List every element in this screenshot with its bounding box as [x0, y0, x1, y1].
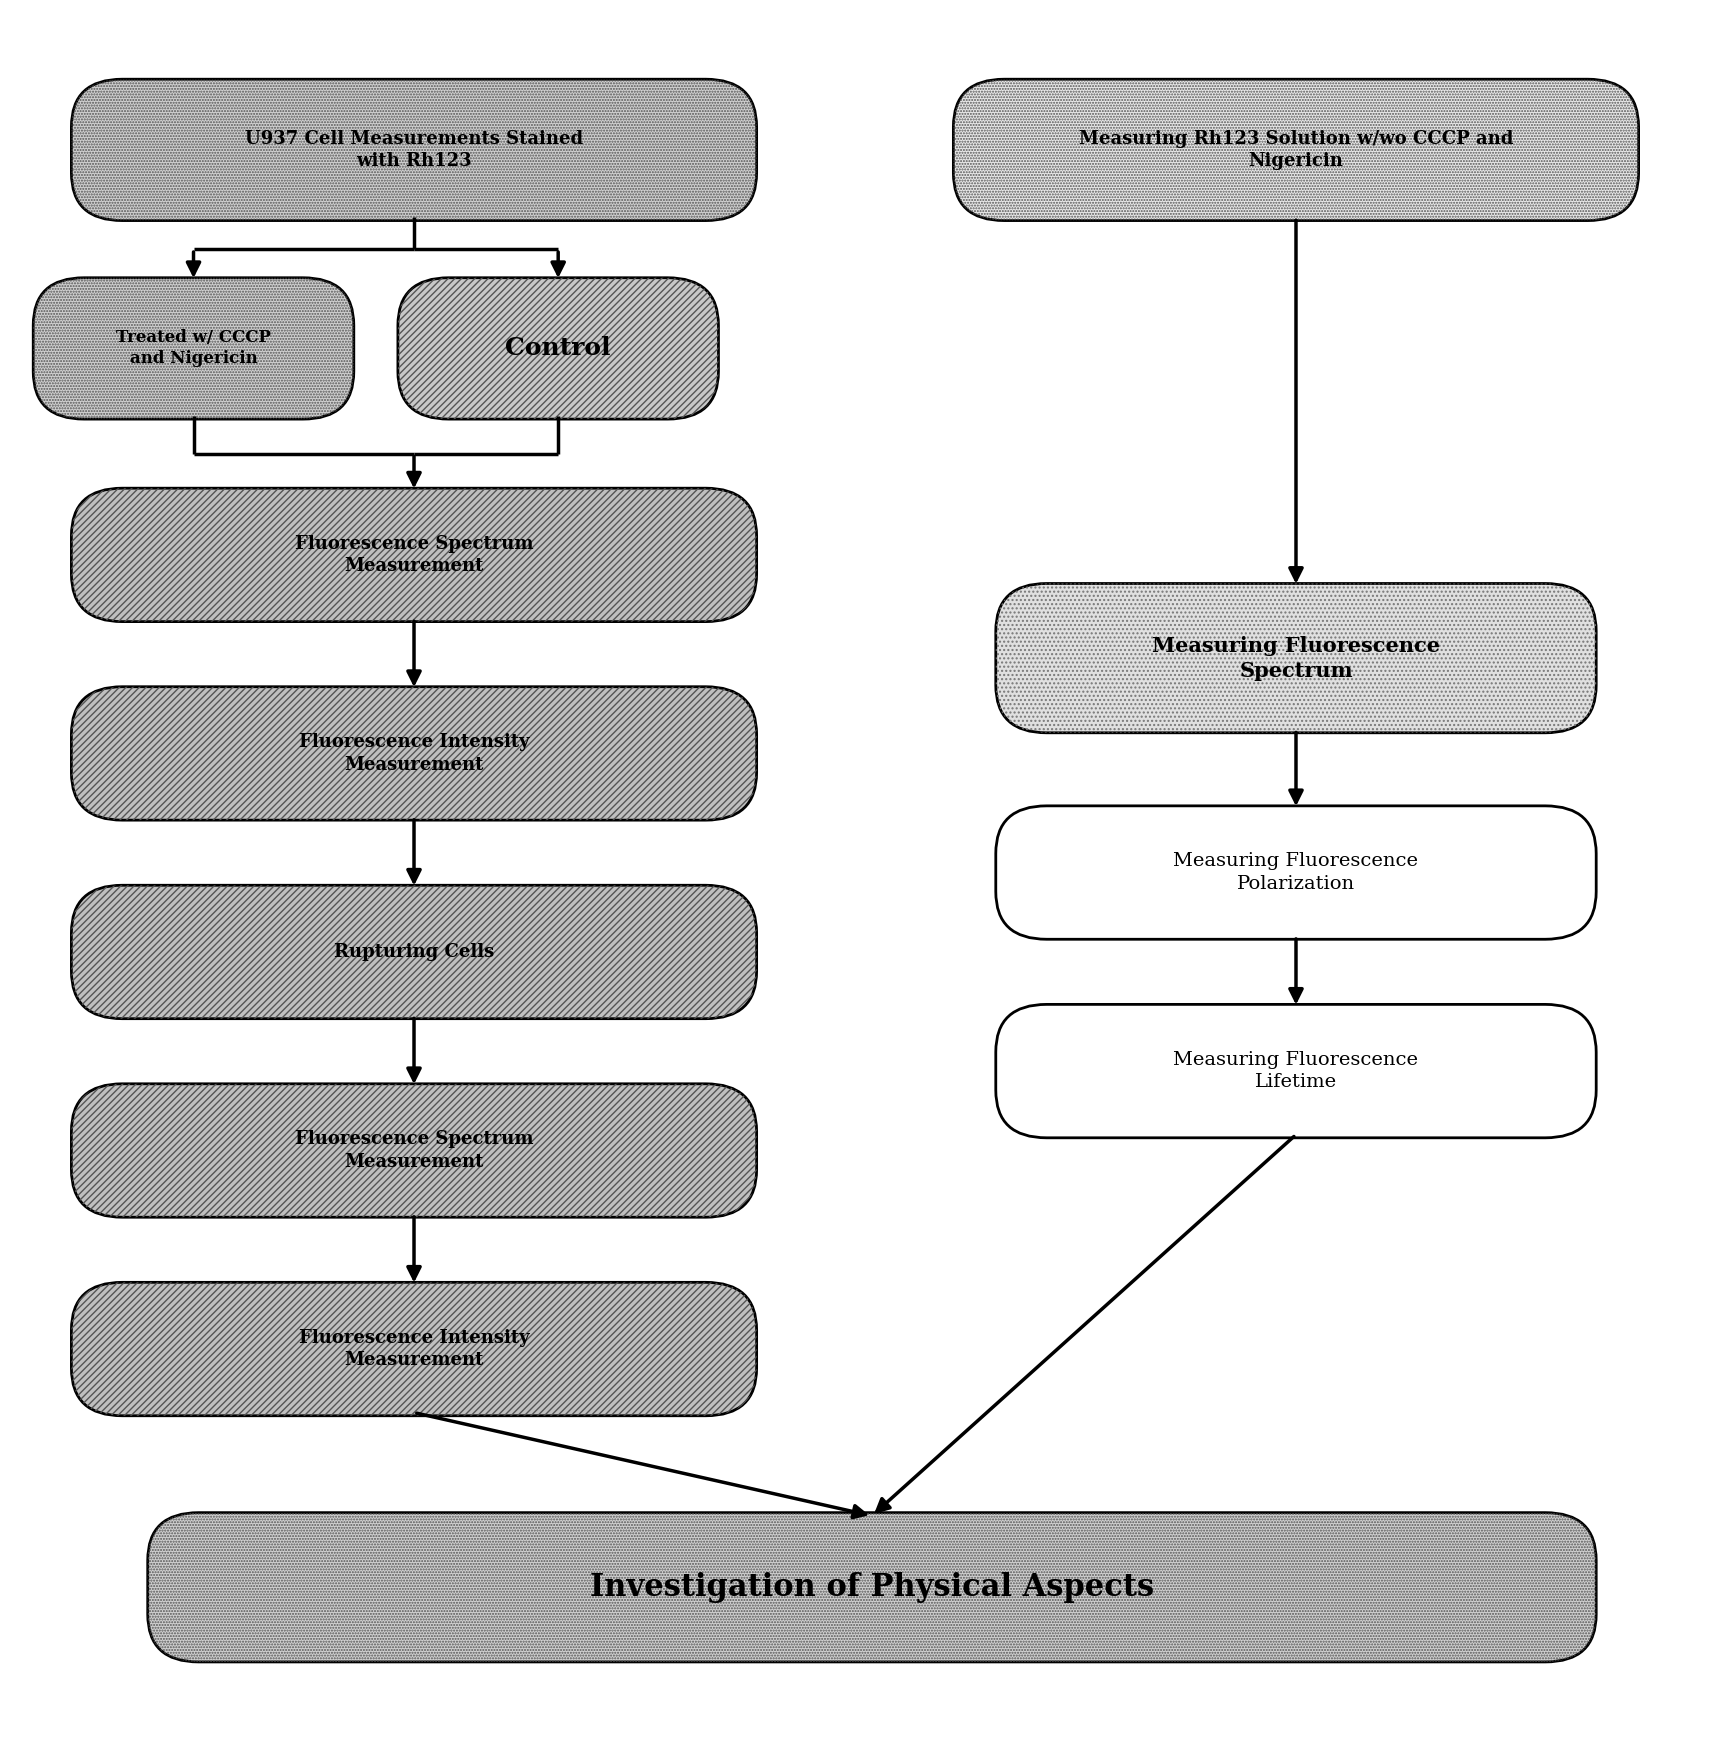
FancyBboxPatch shape: [72, 1282, 756, 1416]
FancyBboxPatch shape: [147, 1513, 1595, 1662]
FancyBboxPatch shape: [72, 687, 756, 821]
FancyBboxPatch shape: [954, 79, 1638, 220]
Text: Fluorescence Spectrum
Measurement: Fluorescence Spectrum Measurement: [294, 535, 534, 576]
Text: Fluorescence Spectrum
Measurement: Fluorescence Spectrum Measurement: [294, 1131, 534, 1171]
FancyBboxPatch shape: [72, 886, 756, 1018]
FancyBboxPatch shape: [398, 278, 718, 419]
Text: Investigation of Physical Aspects: Investigation of Physical Aspects: [590, 1573, 1154, 1603]
Text: Fluorescence Intensity
Measurement: Fluorescence Intensity Measurement: [299, 733, 530, 773]
Text: Treated w/ CCCP
and Nigericin: Treated w/ CCCP and Nigericin: [116, 329, 270, 368]
FancyBboxPatch shape: [995, 583, 1595, 733]
Text: Rupturing Cells: Rupturing Cells: [333, 942, 494, 962]
Text: Fluorescence Intensity
Measurement: Fluorescence Intensity Measurement: [299, 1330, 530, 1368]
Text: Measuring Fluorescence
Lifetime: Measuring Fluorescence Lifetime: [1173, 1051, 1419, 1092]
FancyBboxPatch shape: [72, 488, 756, 622]
FancyBboxPatch shape: [995, 807, 1595, 939]
FancyBboxPatch shape: [72, 79, 756, 220]
FancyBboxPatch shape: [995, 1004, 1595, 1138]
Text: Control: Control: [506, 336, 610, 361]
Text: Measuring Rh123 Solution w/wo CCCP and
Nigericin: Measuring Rh123 Solution w/wo CCCP and N…: [1079, 130, 1513, 171]
FancyBboxPatch shape: [72, 1083, 756, 1217]
FancyBboxPatch shape: [32, 278, 354, 419]
Text: Measuring Fluorescence
Polarization: Measuring Fluorescence Polarization: [1173, 852, 1419, 893]
Text: U937 Cell Measurements Stained
with Rh123: U937 Cell Measurements Stained with Rh12…: [245, 130, 583, 171]
Text: Measuring Fluorescence
Spectrum: Measuring Fluorescence Spectrum: [1153, 636, 1440, 680]
